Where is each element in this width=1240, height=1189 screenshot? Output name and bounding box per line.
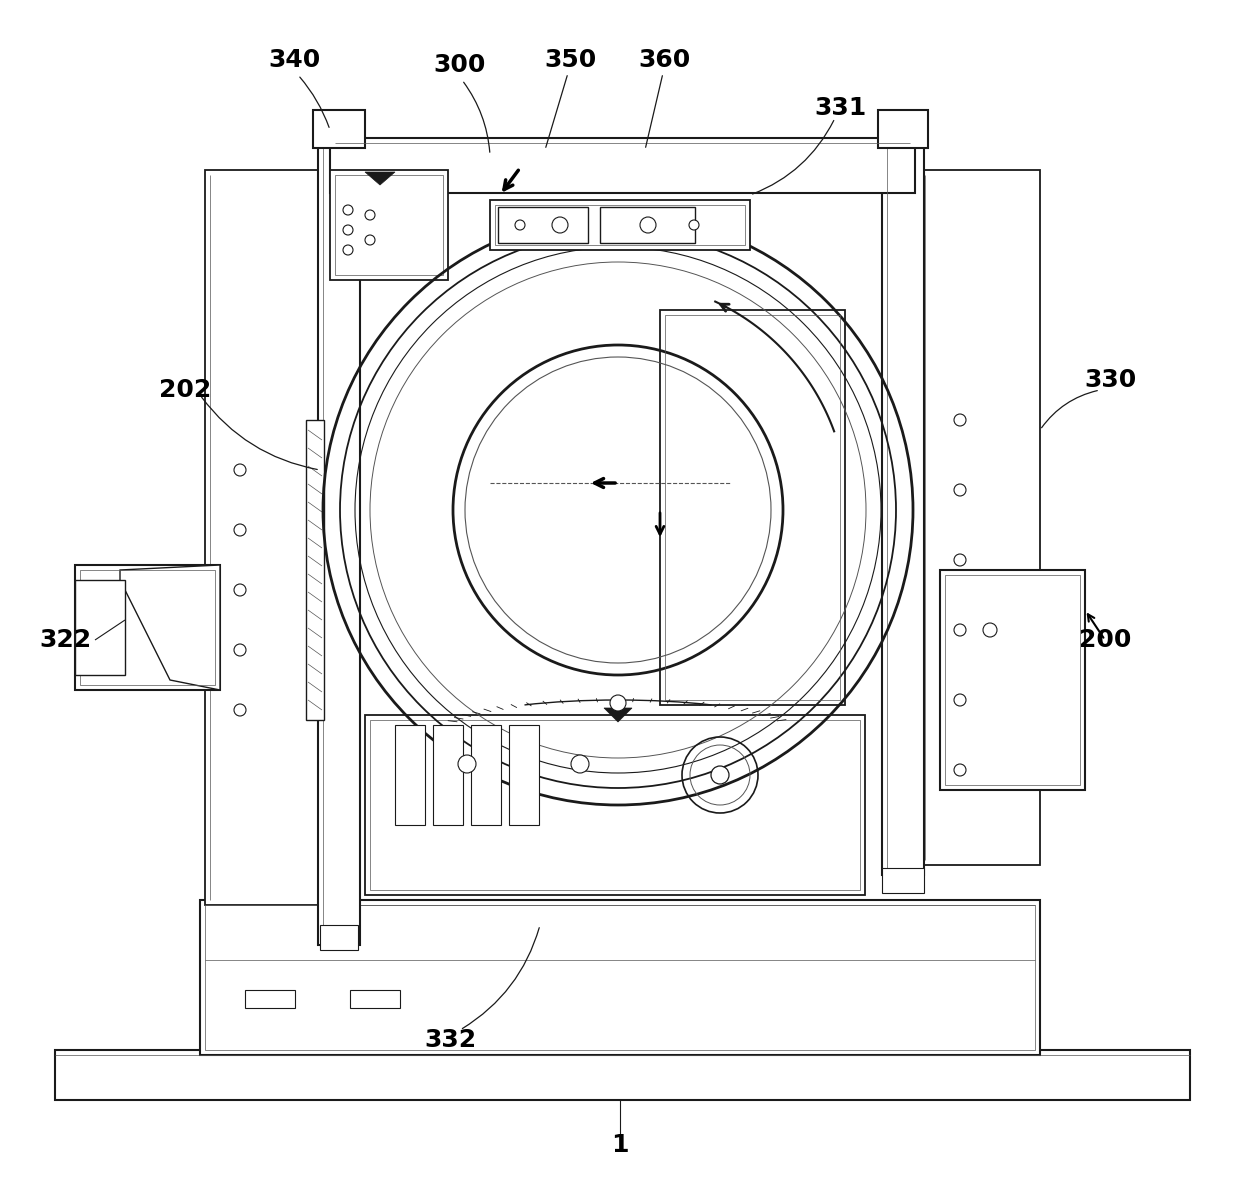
Bar <box>320 925 358 950</box>
Bar <box>920 170 1040 866</box>
Bar <box>370 721 861 891</box>
Bar <box>940 570 1085 789</box>
Bar <box>882 115 924 875</box>
Polygon shape <box>365 172 396 185</box>
Circle shape <box>689 220 699 229</box>
Bar <box>335 175 443 275</box>
Bar <box>81 570 215 685</box>
Bar <box>508 725 539 825</box>
Circle shape <box>954 624 966 636</box>
Bar <box>471 725 501 825</box>
Circle shape <box>343 225 353 235</box>
Bar <box>665 315 839 700</box>
Circle shape <box>458 755 476 773</box>
Bar <box>246 990 295 1008</box>
Circle shape <box>570 755 589 773</box>
Text: 1: 1 <box>611 1133 629 1157</box>
Bar <box>365 715 866 895</box>
Bar <box>878 111 928 147</box>
Bar <box>55 1050 1190 1100</box>
Circle shape <box>610 696 626 711</box>
Text: 360: 360 <box>639 48 691 73</box>
Text: 332: 332 <box>424 1028 476 1052</box>
Text: 202: 202 <box>159 378 211 402</box>
Bar <box>74 565 219 690</box>
Bar <box>882 868 924 893</box>
Text: 300: 300 <box>434 54 486 77</box>
Circle shape <box>365 210 374 220</box>
Bar <box>74 580 125 675</box>
Text: 200: 200 <box>1079 628 1131 652</box>
Bar <box>205 170 325 905</box>
Circle shape <box>983 623 997 637</box>
Text: 350: 350 <box>544 48 596 73</box>
Bar <box>350 990 401 1008</box>
Circle shape <box>954 414 966 426</box>
Text: 322: 322 <box>38 628 91 652</box>
Circle shape <box>234 644 246 656</box>
Bar <box>312 111 365 147</box>
Bar <box>200 900 1040 1055</box>
Circle shape <box>234 584 246 596</box>
Circle shape <box>234 464 246 476</box>
Circle shape <box>343 205 353 215</box>
Text: 340: 340 <box>269 48 321 73</box>
Circle shape <box>711 766 729 784</box>
Bar <box>600 207 694 243</box>
Circle shape <box>365 235 374 245</box>
Bar <box>317 115 360 945</box>
Circle shape <box>640 218 656 233</box>
Polygon shape <box>120 565 219 690</box>
Circle shape <box>954 554 966 566</box>
Bar <box>498 207 588 243</box>
Circle shape <box>954 765 966 776</box>
Text: 331: 331 <box>813 96 866 120</box>
Text: 330: 330 <box>1084 369 1136 392</box>
Circle shape <box>343 245 353 254</box>
Circle shape <box>234 704 246 716</box>
Polygon shape <box>604 707 632 722</box>
Bar <box>660 310 844 705</box>
Circle shape <box>515 220 525 229</box>
Circle shape <box>954 484 966 496</box>
Bar <box>330 138 915 193</box>
Bar <box>306 420 324 721</box>
Bar <box>396 725 425 825</box>
Circle shape <box>954 694 966 706</box>
Circle shape <box>234 524 246 536</box>
Circle shape <box>552 218 568 233</box>
Bar <box>945 575 1080 785</box>
Bar <box>495 205 745 245</box>
Bar <box>490 200 750 250</box>
Bar <box>330 170 448 279</box>
Bar <box>433 725 463 825</box>
Bar <box>205 905 1035 1050</box>
